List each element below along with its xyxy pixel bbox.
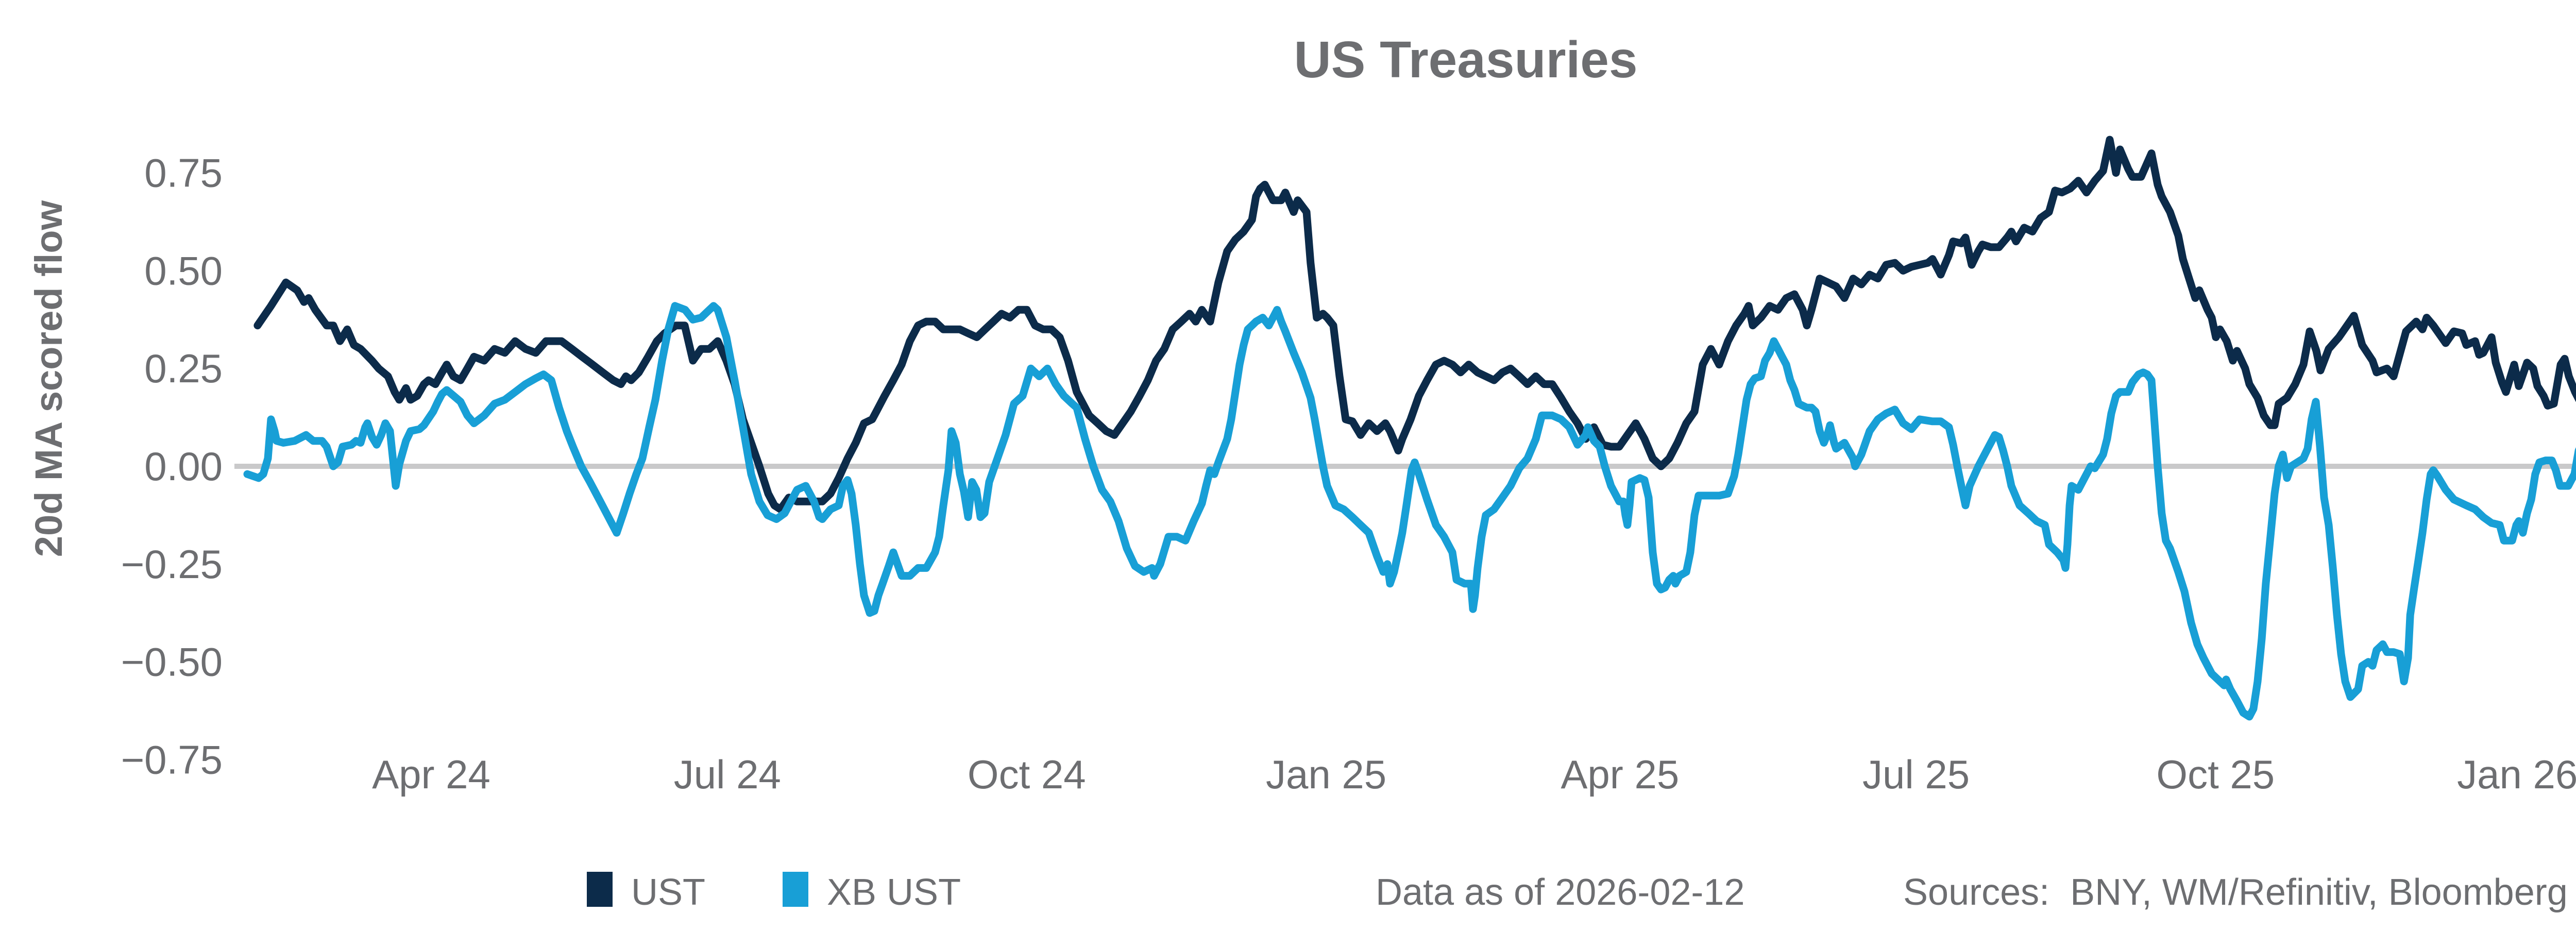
chart-title: US Treasuries bbox=[1294, 31, 1637, 89]
y-tick-label: −0.50 bbox=[121, 639, 223, 685]
ust-legend-label: UST bbox=[631, 872, 705, 913]
y-tick-label: 0.25 bbox=[144, 346, 223, 391]
x-tick-label: Jul 24 bbox=[674, 752, 781, 797]
y-tick-label: 0.50 bbox=[144, 248, 223, 293]
xb-ust-legend-swatch bbox=[783, 872, 808, 907]
y-tick-label: 0.75 bbox=[144, 150, 223, 196]
x-axis-tick-labels: Apr 24 Jul 24 Oct 24 Jan 25 Apr 25 Jul 25 Oct … bbox=[372, 752, 2576, 797]
data-as-of-text: Data as of 2026-02-12 bbox=[1376, 872, 1744, 913]
x-tick-label: Oct 25 bbox=[2156, 752, 2275, 797]
ust-legend-swatch bbox=[587, 872, 613, 907]
x-tick-label: Jul 25 bbox=[1862, 752, 1970, 797]
xb-ust-legend-label: XB UST bbox=[827, 872, 961, 913]
y-axis-label: 20d MA scored flow bbox=[27, 200, 70, 557]
y-tick-label: 0.00 bbox=[144, 444, 223, 489]
x-tick-label: Jan 26 bbox=[2457, 752, 2576, 797]
legend: UST XB UST bbox=[587, 872, 961, 913]
y-axis-tick-labels: 0.75 0.50 0.25 0.00 −0.25 −0.50 −0.75 bbox=[121, 150, 223, 783]
y-tick-label: −0.75 bbox=[121, 737, 223, 782]
x-tick-label: Jan 25 bbox=[1266, 752, 1386, 797]
x-tick-label: Apr 25 bbox=[1561, 752, 1679, 797]
y-tick-label: −0.25 bbox=[121, 542, 223, 587]
x-tick-label: Oct 24 bbox=[968, 752, 1086, 797]
x-tick-label: Apr 24 bbox=[372, 752, 490, 797]
sources-text: Sources: BNY, WM/Refinitiv, Bloomberg bbox=[1903, 872, 2568, 913]
ust-line bbox=[258, 140, 2576, 509]
